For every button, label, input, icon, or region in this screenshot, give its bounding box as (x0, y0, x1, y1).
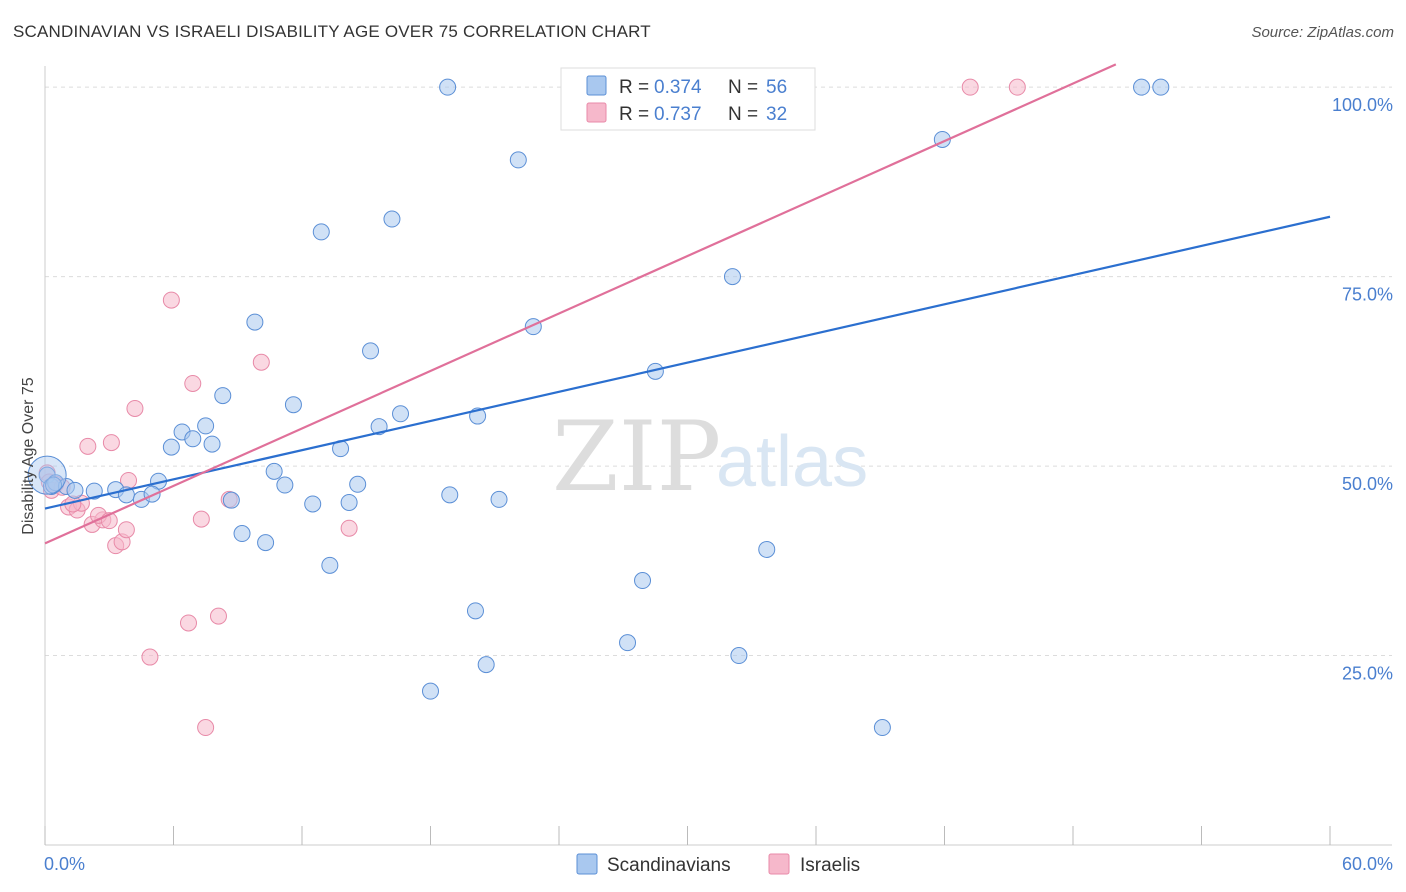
israelis-points (38, 78, 1026, 737)
scandinavian-point (1133, 78, 1151, 96)
scandinavian-point (758, 540, 776, 558)
israeli-point (179, 614, 197, 632)
scandinavians-trend-line (44, 215, 1331, 510)
scandinavian-point (340, 493, 358, 511)
israeli-point (1008, 78, 1026, 96)
scandinavian-point (312, 223, 330, 241)
legend-r-value-scandinavians: 0.374 (654, 77, 702, 98)
scandinavian-point (184, 430, 202, 448)
y-tick-label: 75.0% (1342, 285, 1393, 305)
scandinavian-point (257, 534, 275, 552)
source-label: Source: ZipAtlas.com (1251, 24, 1394, 41)
scandinavian-point (509, 151, 527, 169)
legend-n-value-israelis: 32 (766, 104, 787, 125)
y-axis-label: Disability Age Over 75 (20, 377, 37, 535)
israeli-point (117, 521, 135, 539)
y-tick-label: 100.0% (1332, 95, 1393, 115)
scandinavian-point (197, 417, 215, 435)
legend-swatch-israelis (586, 102, 607, 123)
scandinavian-point (66, 481, 84, 499)
israelis-trend-line (44, 63, 1117, 545)
y-tick-label: 50.0% (1342, 474, 1393, 494)
scandinavian-cluster-point (27, 455, 67, 495)
legend-bottom-swatch-israelis (768, 853, 790, 875)
scandinavian-point (276, 476, 294, 494)
scandinavian-point (233, 525, 251, 543)
gridlines (45, 86, 1392, 657)
legend-bottom-swatch-scandinavians (576, 853, 598, 875)
scandinavian-point (383, 210, 401, 228)
legend-series: Scandinavians Israelis (576, 853, 860, 876)
israeli-point (141, 648, 159, 666)
israeli-point (79, 437, 97, 455)
scandinavian-point (321, 556, 339, 574)
legend-r-label-scandinavians: R = (619, 77, 649, 98)
scandinavian-point (490, 490, 508, 508)
scandinavian-point (1152, 78, 1170, 96)
israeli-point (192, 510, 210, 528)
x-tick-label-max: 60.0% (1342, 854, 1393, 874)
scandinavian-point (246, 313, 264, 331)
scandinavian-point (85, 482, 103, 500)
israeli-point (162, 291, 180, 309)
israeli-point (209, 607, 227, 625)
axes: 25.0% 50.0% 75.0% 100.0% 0.0% 60.0% (44, 66, 1393, 874)
scandinavian-point (730, 647, 748, 665)
israeli-point (961, 78, 979, 96)
israeli-point (340, 519, 358, 537)
scandinavian-point (304, 495, 322, 513)
scandinavian-point (439, 78, 457, 96)
scandinavian-point (222, 491, 240, 509)
scandinavian-point (477, 656, 495, 674)
watermark-zip: ZIP (552, 401, 721, 513)
scandinavian-point (873, 719, 891, 737)
israeli-point (184, 374, 202, 392)
israeli-point (102, 434, 120, 452)
israeli-point (197, 719, 215, 737)
israeli-point (252, 353, 270, 371)
scandinavian-point (284, 396, 302, 414)
watermark-atlas: atlas (716, 422, 868, 502)
legend-swatch-scandinavians (586, 75, 607, 96)
scandinavian-point (619, 634, 637, 652)
scandinavian-point (362, 342, 380, 360)
chart-title: SCANDINAVIAN VS ISRAELI DISABILITY AGE O… (13, 22, 651, 41)
watermark: ZIP atlas (552, 401, 868, 513)
scandinavian-point (723, 268, 741, 286)
scandinavian-point (634, 572, 652, 590)
scandinavian-point (349, 475, 367, 493)
legend-n-label-israelis: N = (728, 104, 758, 125)
y-tick-label: 25.0% (1342, 664, 1393, 684)
scandinavian-point (265, 462, 283, 480)
legend-r-value-israelis: 0.737 (654, 104, 702, 125)
legend-n-label-scandinavians: N = (728, 77, 758, 98)
scandinavian-point (214, 387, 232, 405)
scandinavian-point (392, 405, 410, 423)
legend-stats: R = 0.374 N = 56 R = 0.737 N = 32 (560, 67, 816, 131)
legend-bottom-label-israelis: Israelis (800, 855, 860, 876)
scandinavian-point (203, 435, 221, 453)
legend-bottom-label-scandinavians: Scandinavians (607, 855, 731, 876)
scandinavian-point (162, 438, 180, 456)
israeli-point (126, 399, 144, 417)
scandinavian-point (466, 602, 484, 620)
x-tick-label-min: 0.0% (44, 854, 85, 874)
scandinavian-point (422, 682, 439, 700)
legend-n-value-scandinavians: 56 (766, 77, 787, 98)
trend-lines (44, 63, 1331, 545)
scandinavian-point (441, 486, 459, 504)
legend-r-label-israelis: R = (619, 104, 649, 125)
